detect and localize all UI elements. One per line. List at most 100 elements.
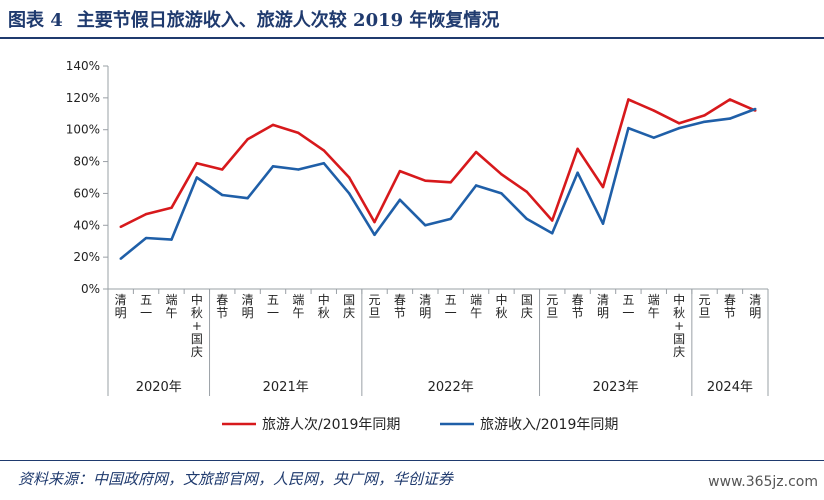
data-point xyxy=(703,114,706,117)
data-point xyxy=(474,150,478,154)
x-tick-label: 春节 xyxy=(572,293,584,320)
line-chart: 0%20%40%60%80%100%120%140%清明五一端午中秋+国庆春节清… xyxy=(66,59,769,433)
title-rule xyxy=(0,37,824,39)
x-tick-label: 春节 xyxy=(216,293,228,320)
legend-label-2: 旅游收入/2019年同期 xyxy=(480,417,618,433)
data-point xyxy=(170,238,173,241)
data-point xyxy=(551,232,554,235)
x-tick-label: 春节 xyxy=(724,293,736,320)
data-point xyxy=(373,220,376,224)
y-tick-label: 100% xyxy=(66,123,100,137)
x-tick-label: 清明 xyxy=(242,293,254,320)
data-point xyxy=(221,193,224,197)
data-point xyxy=(246,197,249,200)
data-point xyxy=(271,165,275,168)
data-point xyxy=(119,257,122,260)
data-point xyxy=(144,236,148,240)
year-group-label: 2021年 xyxy=(263,380,309,395)
x-tick-label: 端午 xyxy=(165,293,177,320)
y-tick-label: 120% xyxy=(66,91,100,105)
data-point xyxy=(398,169,402,173)
data-point xyxy=(347,176,351,179)
data-point xyxy=(322,149,325,152)
series-line-2 xyxy=(119,107,756,260)
data-point xyxy=(576,171,579,174)
data-point xyxy=(424,179,427,182)
data-point xyxy=(500,173,503,176)
y-tick-label: 140% xyxy=(66,59,100,73)
data-point xyxy=(728,117,732,120)
watermark: www.365jz.com xyxy=(708,474,818,490)
data-point xyxy=(525,217,529,221)
data-point xyxy=(449,181,452,184)
x-tick-label: 五一 xyxy=(445,293,457,320)
data-point xyxy=(297,131,300,135)
figure-label: 图表 4 xyxy=(8,10,63,31)
data-point xyxy=(677,122,681,125)
data-point xyxy=(677,126,681,130)
year-group-label: 2022年 xyxy=(428,380,474,395)
y-tick-label: 20% xyxy=(73,250,100,264)
data-point xyxy=(297,168,300,171)
x-tick-label: 端午 xyxy=(648,293,660,320)
data-point xyxy=(627,126,630,130)
year-group-label: 2024年 xyxy=(707,380,753,395)
year-group-label: 2020年 xyxy=(136,380,182,395)
data-point xyxy=(652,136,655,139)
x-tick-label: 春节 xyxy=(394,293,406,320)
data-point xyxy=(170,206,173,209)
data-point xyxy=(398,198,402,201)
data-point xyxy=(246,138,249,141)
source-rule xyxy=(0,460,824,461)
x-tick-label: 清明 xyxy=(597,293,609,320)
data-point xyxy=(347,192,351,195)
y-tick-label: 60% xyxy=(73,186,100,200)
year-group-label: 2023年 xyxy=(593,380,639,395)
x-tick-label: 元旦 xyxy=(699,293,711,320)
x-tick-label: 国庆 xyxy=(343,293,355,320)
data-point xyxy=(221,168,224,171)
x-tick-label: 端午 xyxy=(292,293,304,320)
y-tick-label: 0% xyxy=(81,282,100,296)
data-point xyxy=(576,147,579,151)
data-point xyxy=(627,98,630,101)
x-tick-label: 中秋 xyxy=(495,292,507,320)
x-tick-label: 清明 xyxy=(115,293,127,320)
x-tick-label: 中秋+国庆 xyxy=(673,292,685,359)
y-tick-label: 40% xyxy=(73,218,100,232)
x-tick-label: 中秋+国庆 xyxy=(191,292,203,359)
data-point xyxy=(525,190,529,194)
chart-title: 主要节假日旅游收入、旅游人次较 2019 年恢复情况 xyxy=(76,10,500,31)
data-point xyxy=(601,222,605,225)
x-tick-label: 国庆 xyxy=(521,293,533,320)
data-point xyxy=(703,120,706,123)
data-point xyxy=(373,233,376,237)
data-point xyxy=(728,98,732,101)
data-point xyxy=(551,219,554,222)
data-point xyxy=(601,185,605,189)
data-point xyxy=(322,161,325,165)
x-tick-label: 五一 xyxy=(140,293,152,320)
y-tick-label: 80% xyxy=(73,155,100,169)
legend-label-1: 旅游人次/2019年同期 xyxy=(262,417,400,433)
data-point xyxy=(449,217,452,221)
x-tick-label: 清明 xyxy=(419,293,431,320)
x-tick-label: 端午 xyxy=(470,293,482,320)
data-point xyxy=(271,123,275,127)
data-point xyxy=(424,224,427,227)
chart-title-block: 图表 4 主要节假日旅游收入、旅游人次较 2019 年恢复情况 xyxy=(8,6,499,32)
x-tick-label: 五一 xyxy=(267,293,279,320)
data-point xyxy=(754,107,757,111)
series-line-1 xyxy=(120,98,756,229)
x-tick-label: 元旦 xyxy=(546,293,558,320)
source-note: 资料来源：中国政府网，文旅部官网，人民网，央广网，华创证券 xyxy=(18,470,454,488)
x-tick-label: 五一 xyxy=(622,293,634,320)
data-point xyxy=(474,184,478,187)
data-point xyxy=(652,109,655,112)
data-point xyxy=(119,225,122,229)
x-tick-label: 元旦 xyxy=(369,293,381,320)
x-tick-label: 中秋 xyxy=(318,292,330,320)
data-point xyxy=(195,176,199,179)
data-point xyxy=(195,161,199,165)
data-point xyxy=(500,192,503,195)
